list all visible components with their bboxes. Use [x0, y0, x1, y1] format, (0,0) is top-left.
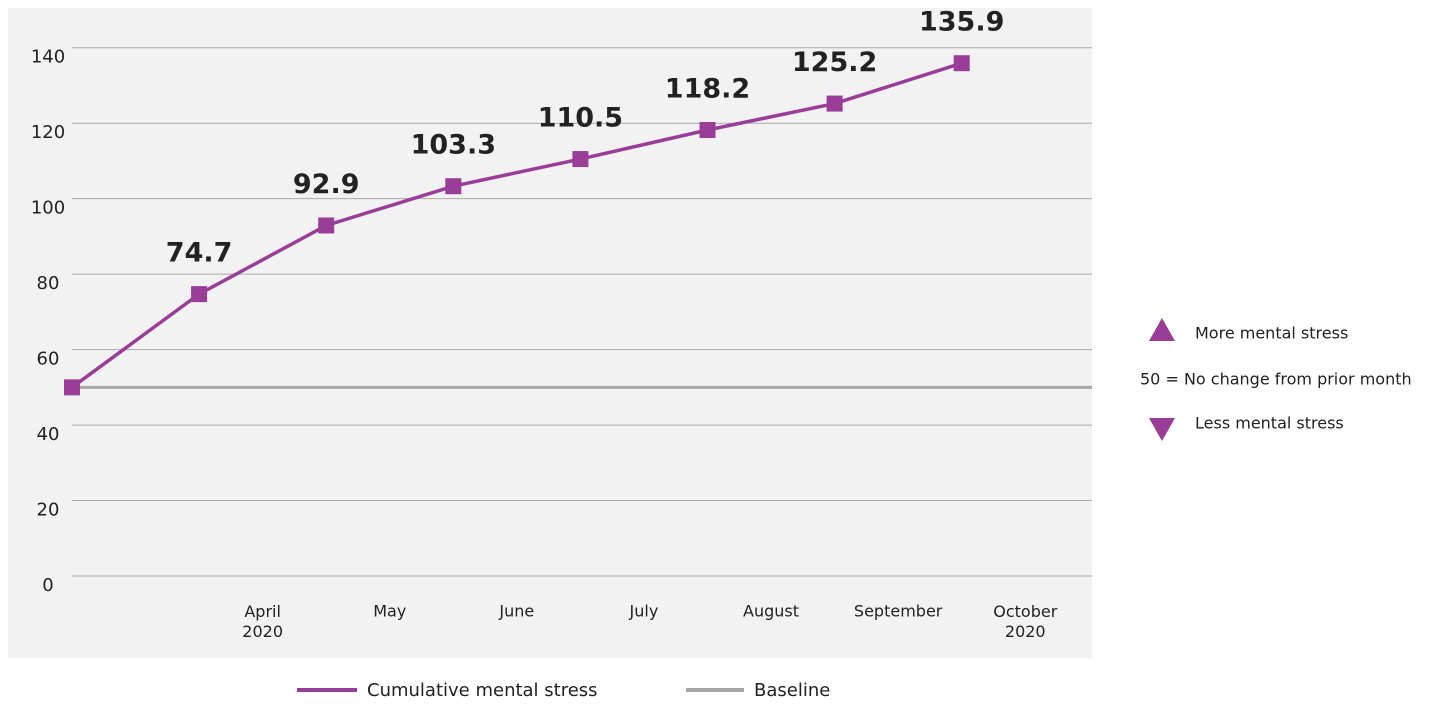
- data-label: 92.9: [293, 169, 360, 200]
- annotation: Less mental stress: [1195, 414, 1344, 433]
- y-tick-label: 140: [31, 47, 65, 68]
- point-marker: [64, 379, 80, 396]
- point-marker: [191, 286, 208, 303]
- data-label: 103.3: [411, 130, 496, 161]
- legend-label: Cumulative mental stress: [367, 680, 598, 701]
- point-marker: [953, 55, 970, 72]
- x-tick-label: August: [743, 602, 799, 621]
- point-marker: [318, 217, 335, 234]
- x-tick-label: June: [498, 602, 534, 621]
- x-tick-label: September: [854, 602, 943, 621]
- y-tick-label: 20: [37, 500, 60, 521]
- x-tick-label: October 2020: [993, 602, 1057, 641]
- y-tick-label: 80: [37, 273, 60, 294]
- annotation: 50 = No change from prior month: [1140, 370, 1412, 389]
- y-tick-label: 0: [42, 575, 53, 596]
- x-tick-label: May: [373, 602, 406, 621]
- y-tick-label: 60: [37, 349, 60, 370]
- y-tick-label: 40: [37, 424, 60, 445]
- y-tick-label: 120: [31, 122, 65, 143]
- data-label: 74.7: [166, 238, 233, 269]
- annotation: More mental stress: [1195, 324, 1348, 343]
- legend-label: Baseline: [754, 680, 830, 701]
- plot-background: [8, 8, 1092, 658]
- up-triangle: [1149, 318, 1175, 341]
- data-label: 135.9: [919, 7, 1004, 38]
- point-marker: [826, 95, 843, 112]
- down-triangle: [1149, 418, 1175, 441]
- data-label: 125.2: [792, 47, 877, 78]
- x-tick-label: April 2020: [242, 602, 283, 641]
- point-marker: [699, 121, 716, 138]
- data-label: 118.2: [665, 73, 750, 104]
- point-marker: [445, 178, 462, 195]
- y-tick-label: 100: [31, 198, 65, 219]
- point-marker: [572, 151, 589, 168]
- x-tick-label: July: [629, 602, 659, 621]
- data-label: 110.5: [538, 103, 623, 134]
- series-line: [70, 61, 963, 389]
